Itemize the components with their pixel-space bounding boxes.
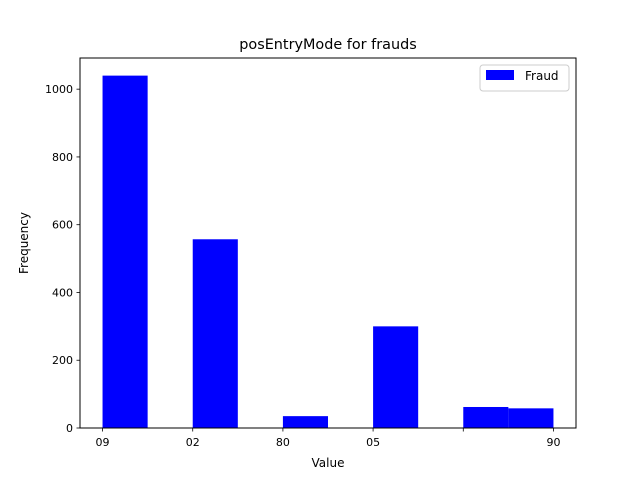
- x-tick-label-2: 80: [276, 436, 290, 449]
- x-tick-label-5: 90: [546, 436, 560, 449]
- bar-4: [463, 406, 509, 428]
- y-axis-ticks: 0 200 400 600 800 1000: [45, 83, 80, 435]
- bar-3: [373, 326, 419, 428]
- y-tick-label-4: 800: [52, 151, 73, 164]
- legend-swatch: [486, 70, 514, 80]
- y-tick-label-2: 400: [52, 286, 73, 299]
- bar-5: [508, 408, 554, 428]
- legend-label: Fraud: [525, 69, 559, 83]
- y-tick-label-3: 600: [52, 219, 73, 232]
- bar-1: [192, 239, 238, 428]
- legend: Fraud: [479, 64, 570, 92]
- y-axis-label: Frequency: [17, 212, 31, 274]
- x-tick-label-1: 02: [186, 436, 200, 449]
- x-axis-ticks: 09 02 80 05 90: [96, 428, 560, 449]
- bar-2: [282, 416, 328, 428]
- plot-frame: [79, 57, 577, 429]
- x-axis-label: Value: [312, 456, 345, 470]
- x-tick-label-0: 09: [96, 436, 110, 449]
- bars-group: [102, 75, 554, 428]
- chart-title: posEntryMode for frauds: [239, 37, 416, 53]
- bar-0: [102, 75, 148, 428]
- y-tick-label-1: 200: [52, 354, 73, 367]
- y-tick-label-0: 0: [66, 422, 73, 435]
- y-tick-label-5: 1000: [45, 83, 73, 96]
- x-tick-label-3: 05: [366, 436, 380, 449]
